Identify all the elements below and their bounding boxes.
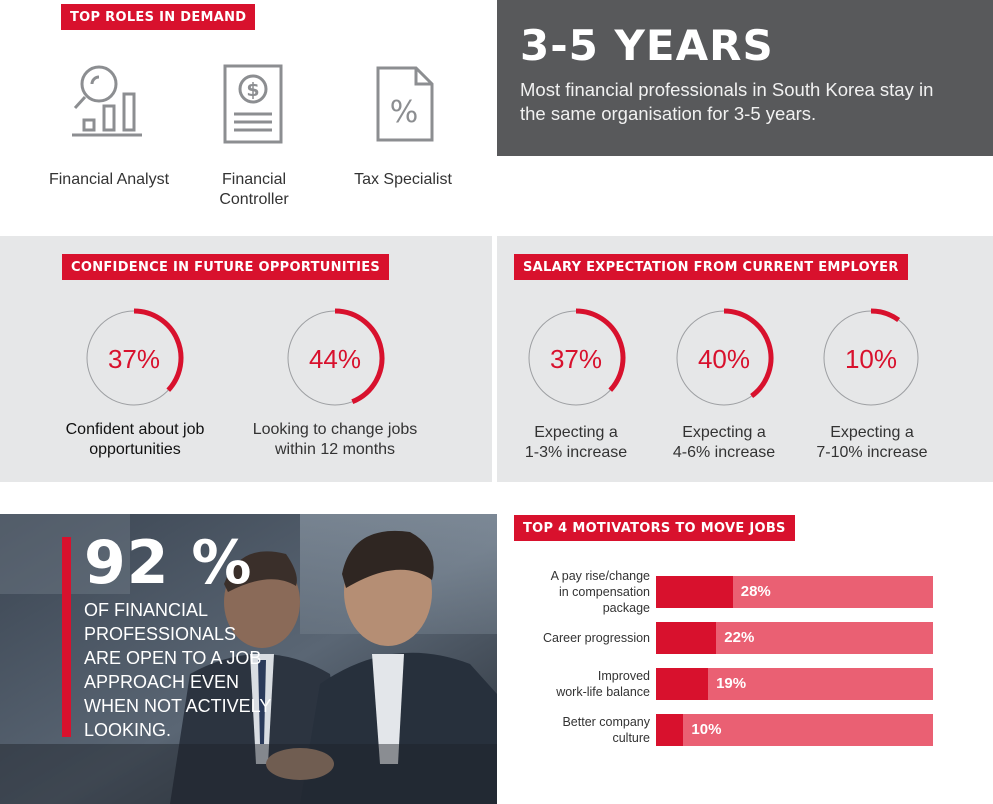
top-roles-heading: TOP ROLES IN DEMAND xyxy=(61,4,256,30)
caption-line: Looking to change jobs xyxy=(252,421,418,438)
motivator-value: 28% xyxy=(740,583,771,600)
confidence-caption-2: Looking to change jobs within 12 months xyxy=(235,420,435,460)
stat-line: ARE OPEN TO A JOB xyxy=(84,648,262,668)
caption-line: 4-6% increase xyxy=(672,444,776,461)
label-line: Better company xyxy=(562,715,650,729)
salary-value-2: 40% xyxy=(697,344,751,374)
salary-value-1: 37% xyxy=(549,344,603,374)
role-financial-controller: Financial Controller xyxy=(195,170,313,210)
salary-caption-3: Expecting a 7-10% increase xyxy=(792,423,952,463)
professionals-photo xyxy=(0,514,497,804)
stat-line: PROFESSIONALS xyxy=(84,624,237,644)
caption-line: 7-10% increase xyxy=(816,444,928,461)
tenure-headline: 3-5 YEARS xyxy=(520,21,774,70)
motivator-bar-4: 10% xyxy=(656,714,933,746)
stat-line: OF FINANCIAL xyxy=(84,600,209,620)
percent-document-icon: % xyxy=(376,66,434,147)
motivator-bar-2: 22% xyxy=(656,622,933,654)
motivator-fill xyxy=(656,622,717,654)
confidence-value-2: 44% xyxy=(308,344,362,374)
stat-line: WHEN NOT ACTIVELY xyxy=(84,696,272,716)
label-line: A pay rise/change xyxy=(550,569,650,583)
confidence-value-1: 37% xyxy=(107,344,161,374)
confidence-caption-1: Confident about job opportunities xyxy=(40,420,230,460)
label-line: work-life balance xyxy=(556,685,650,699)
salary-ring-1 xyxy=(528,308,626,406)
dollar-document-icon: $ xyxy=(223,64,283,149)
salary-value-3: 10% xyxy=(844,344,898,374)
open-stat-text: OF FINANCIAL PROFESSIONALS ARE OPEN TO A… xyxy=(84,598,304,742)
caption-line: Confident about job xyxy=(65,421,205,438)
open-stat-value: 92 % xyxy=(84,528,253,598)
motivator-bar-1: 28% xyxy=(656,576,933,608)
caption-line: 1-3% increase xyxy=(524,444,628,461)
role-label-line2: Controller xyxy=(219,191,289,208)
motivator-label-2: Career progression xyxy=(543,630,650,646)
caption-line: within 12 months xyxy=(274,441,396,458)
tenure-panel xyxy=(497,0,993,156)
salary-heading: SALARY EXPECTATION FROM CURRENT EMPLOYER xyxy=(514,254,908,280)
caption-line: Expecting a xyxy=(534,424,618,441)
motivator-label-4: Better company culture xyxy=(562,714,650,746)
motivator-label-3: Improved work-life balance xyxy=(556,668,650,700)
chart-magnifier-icon xyxy=(72,62,146,143)
salary-ring-3 xyxy=(823,308,919,406)
salary-caption-1: Expecting a 1-3% increase xyxy=(500,423,652,463)
stat-line: LOOKING. xyxy=(84,720,172,740)
motivators-heading: TOP 4 MOTIVATORS TO MOVE JOBS xyxy=(514,515,795,541)
label-line: in compensation xyxy=(558,585,650,599)
label-line: package xyxy=(602,601,650,615)
salary-caption-2: Expecting a 4-6% increase xyxy=(648,423,800,463)
role-label: Tax Specialist xyxy=(354,171,452,188)
role-financial-analyst: Financial Analyst xyxy=(30,170,188,190)
motivator-value: 22% xyxy=(724,629,755,646)
svg-text:$: $ xyxy=(246,79,259,101)
stat-line: APPROACH EVEN xyxy=(84,672,240,692)
role-label: Financial xyxy=(221,171,287,188)
salary-ring-2 xyxy=(676,308,774,406)
confidence-ring-2 xyxy=(287,308,385,406)
motivator-value: 19% xyxy=(716,675,747,692)
role-tax-specialist: Tax Specialist xyxy=(335,170,471,190)
label-line: Career progression xyxy=(543,631,650,645)
motivator-fill xyxy=(656,576,733,608)
caption-line: Expecting a xyxy=(682,424,766,441)
role-label: Financial Analyst xyxy=(48,171,170,188)
confidence-ring-1 xyxy=(86,308,184,406)
stat-accent-bar xyxy=(62,537,71,737)
label-line: culture xyxy=(612,731,650,745)
motivator-fill xyxy=(656,714,684,746)
caption-line: opportunities xyxy=(89,441,181,458)
svg-text:%: % xyxy=(390,95,419,130)
motivator-value: 10% xyxy=(691,721,722,738)
tenure-text: Most financial professionals in South Ko… xyxy=(520,79,934,124)
caption-line: Expecting a xyxy=(830,424,914,441)
motivator-bar-3: 19% xyxy=(656,668,933,700)
label-line: Improved xyxy=(597,669,650,683)
motivator-fill xyxy=(656,668,709,700)
confidence-heading: CONFIDENCE IN FUTURE OPPORTUNITIES xyxy=(62,254,390,280)
motivator-label-1: A pay rise/change in compensation packag… xyxy=(551,568,650,616)
